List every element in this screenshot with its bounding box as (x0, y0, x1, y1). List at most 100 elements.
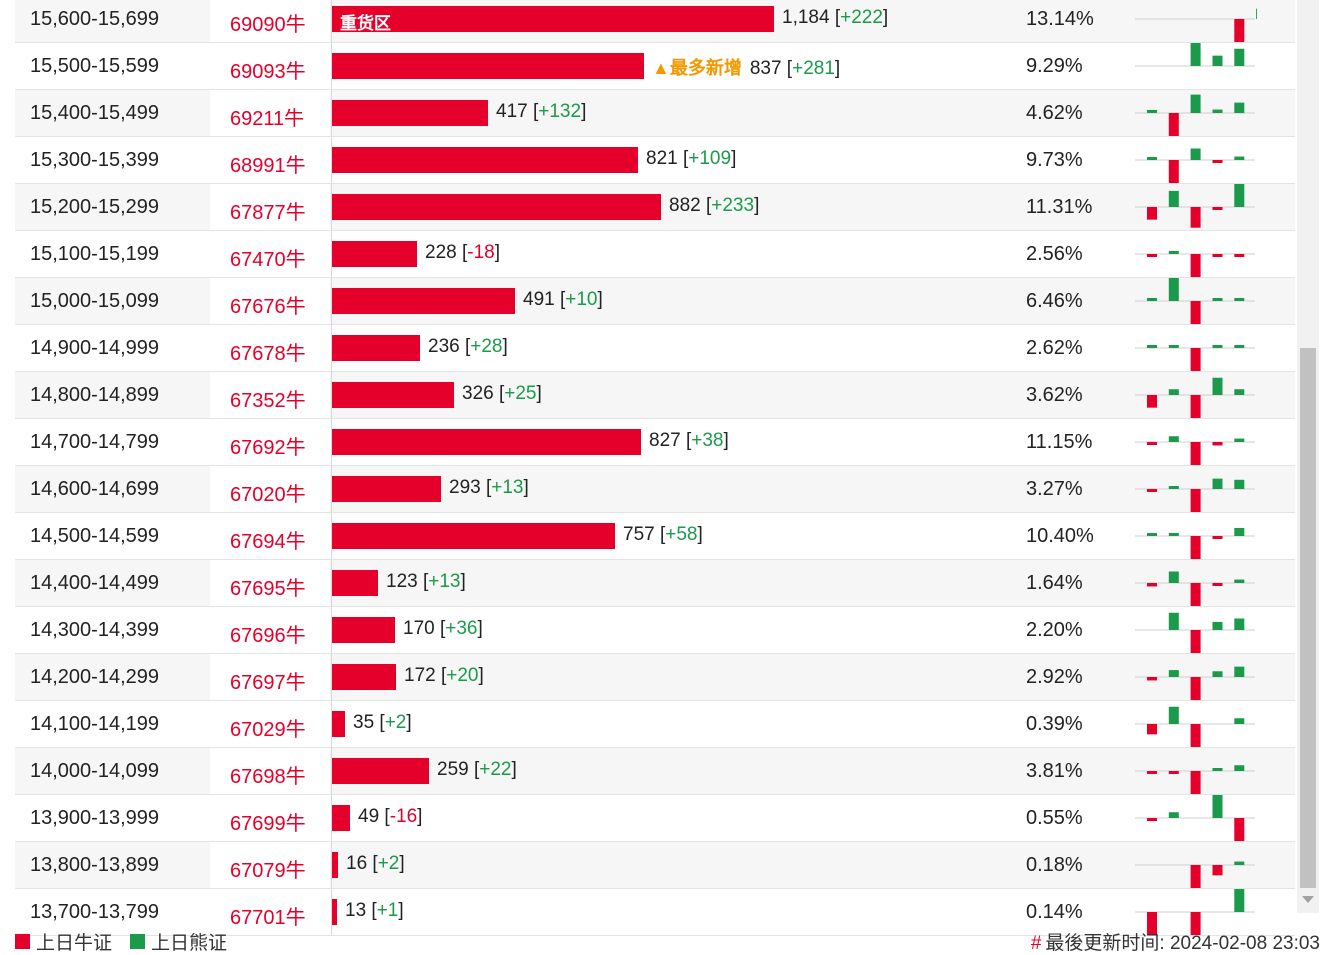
table-row: 15,600-15,699 69090牛 重货区 1,184 [+222] 13.14% (15, 0, 1295, 43)
warrant-code-link[interactable]: 67678牛 (230, 343, 306, 365)
percentage: 11.31% (1026, 196, 1093, 218)
warrant-code-link[interactable]: 67692牛 (230, 437, 306, 459)
bull-change-bar (1147, 724, 1157, 735)
volume-number: 35 (353, 712, 375, 733)
daily-change-sparkline (1135, 94, 1255, 136)
volume-bar (332, 570, 378, 596)
warrant-code-link[interactable]: 67694牛 (230, 531, 306, 553)
warrant-code-link[interactable]: 69090牛 (230, 14, 306, 36)
code-cell: 67695牛 (210, 560, 330, 606)
daily-change-sparkline (1135, 251, 1255, 277)
warrant-code-link[interactable]: 67697牛 (230, 672, 306, 694)
warrant-code-link[interactable]: 69093牛 (230, 61, 306, 83)
bull-change-bar (1147, 583, 1157, 587)
percentage: 10.40% (1026, 525, 1094, 547)
bear-change-bar (1168, 670, 1179, 677)
warrant-code-link[interactable]: 67470牛 (230, 249, 306, 271)
volume-number: 236 (428, 336, 460, 357)
code-cell: 67079牛 (210, 842, 330, 888)
daily-change-sparkline (1135, 527, 1255, 559)
table-row: 15,500-15,599 69093牛 ▲最多新增 837 [+281] 9.29% (15, 43, 1295, 90)
volume-change: +2 (377, 853, 400, 874)
warrant-code-link[interactable]: 67079牛 (230, 860, 306, 882)
table-row: 13,800-13,899 67079牛 16 [+2] 0.18% (15, 842, 1295, 889)
bull-change-bar (1234, 818, 1245, 841)
bear-change-bar (1234, 718, 1245, 724)
warrant-code-link[interactable]: 67877牛 (230, 202, 306, 224)
volume-value: 49 [-16] (358, 806, 423, 827)
scroll-down-arrow-icon[interactable] (1302, 896, 1314, 903)
bear-change-bar (1234, 156, 1245, 160)
bear-change-bar (1234, 438, 1245, 442)
bear-change-bar (1168, 486, 1179, 489)
strike-range: 14,500-14,599 (30, 525, 160, 547)
bear-change-bar (1212, 671, 1223, 677)
daily-change-sparkline (1135, 706, 1255, 747)
warrant-code-link[interactable]: 67020牛 (230, 484, 306, 506)
heavy-zone-label: 重货区 (340, 14, 391, 33)
warrant-code-link[interactable]: 67029牛 (230, 719, 306, 741)
percentage: 2.92% (1026, 666, 1083, 688)
table-row: 14,800-14,899 67352牛 326 [+25] 3.62% (15, 372, 1295, 419)
bear-change-bar (1234, 618, 1245, 630)
volume-number: 293 (449, 477, 481, 498)
volume-number: 1,184 (782, 7, 830, 28)
volume-bar (332, 335, 420, 361)
bull-change-bar (1147, 489, 1157, 492)
volume-bar (332, 429, 641, 455)
daily-change-sparkline (1135, 861, 1255, 888)
warrant-code-link[interactable]: 67699牛 (230, 813, 306, 835)
percentage: 2.20% (1026, 619, 1083, 641)
warrant-code-link[interactable]: 67698牛 (230, 766, 306, 788)
volume-value: 13 [+1] (345, 900, 404, 921)
bear-change-bar (1147, 298, 1157, 301)
code-cell: 67352牛 (210, 372, 330, 418)
bull-change-bar (1212, 254, 1223, 257)
bear-change-bar (1168, 389, 1179, 395)
volume-value: 1,184 [+222] (782, 7, 889, 28)
table-row: 15,200-15,299 67877牛 882 [+233] 11.31% (15, 184, 1295, 231)
volume-value: ▲最多新增 837 [+281] (652, 58, 841, 79)
volume-value: 35 [+2] (353, 712, 412, 733)
bull-change-bar (1168, 160, 1179, 183)
warrant-code-link[interactable]: 67696牛 (230, 625, 306, 647)
warrant-code-link[interactable]: 68991牛 (230, 155, 306, 177)
bull-change-bar (1190, 442, 1201, 465)
strike-range: 14,200-14,299 (30, 666, 160, 688)
bear-change-bar (1212, 345, 1223, 348)
volume-bar-cell: 326 [+25] (331, 372, 1022, 418)
volume-change: +109 (688, 148, 732, 169)
bull-change-bar (1212, 583, 1223, 586)
volume-value: 882 [+233] (669, 195, 760, 216)
bull-change-bar (1147, 254, 1157, 257)
scrollbar-thumb[interactable] (1300, 348, 1316, 888)
hash-icon: # (1030, 933, 1042, 954)
bull-change-bar (1190, 677, 1201, 700)
volume-number: 821 (646, 148, 678, 169)
volume-value: 236 [+28] (428, 336, 508, 357)
last-updated-text: 最後更新时间: 2024-02-08 23:03 (1045, 933, 1320, 954)
warrant-code-link[interactable]: 67352牛 (230, 390, 306, 412)
code-cell: 67692牛 (210, 419, 330, 465)
code-cell: 67877牛 (210, 184, 330, 230)
warrant-code-link[interactable]: 67676牛 (230, 296, 306, 318)
volume-value: 326 [+25] (462, 383, 542, 404)
vertical-scrollbar[interactable] (1297, 0, 1319, 913)
bear-change-bar (1168, 251, 1179, 254)
bull-change-bar (1212, 207, 1223, 210)
volume-bar (332, 758, 429, 784)
bear-change-bar (1147, 110, 1157, 113)
warrant-code-link[interactable]: 67695牛 (230, 578, 306, 600)
bear-change-bar (1234, 298, 1245, 301)
warrant-code-link[interactable]: 69211牛 (230, 108, 305, 130)
warrant-code-link[interactable]: 67701牛 (230, 907, 306, 929)
strike-range: 14,400-14,499 (30, 572, 160, 594)
bull-change-bar (1147, 442, 1157, 445)
bear-change-bar (1234, 48, 1245, 66)
volume-bar (332, 241, 417, 267)
volume-bar-cell: 757 [+58] (331, 513, 1022, 559)
volume-bar (332, 711, 345, 737)
bear-change-bar (1234, 666, 1245, 677)
volume-value: 417 [+132] (496, 101, 587, 122)
daily-change-sparkline (1135, 612, 1255, 653)
